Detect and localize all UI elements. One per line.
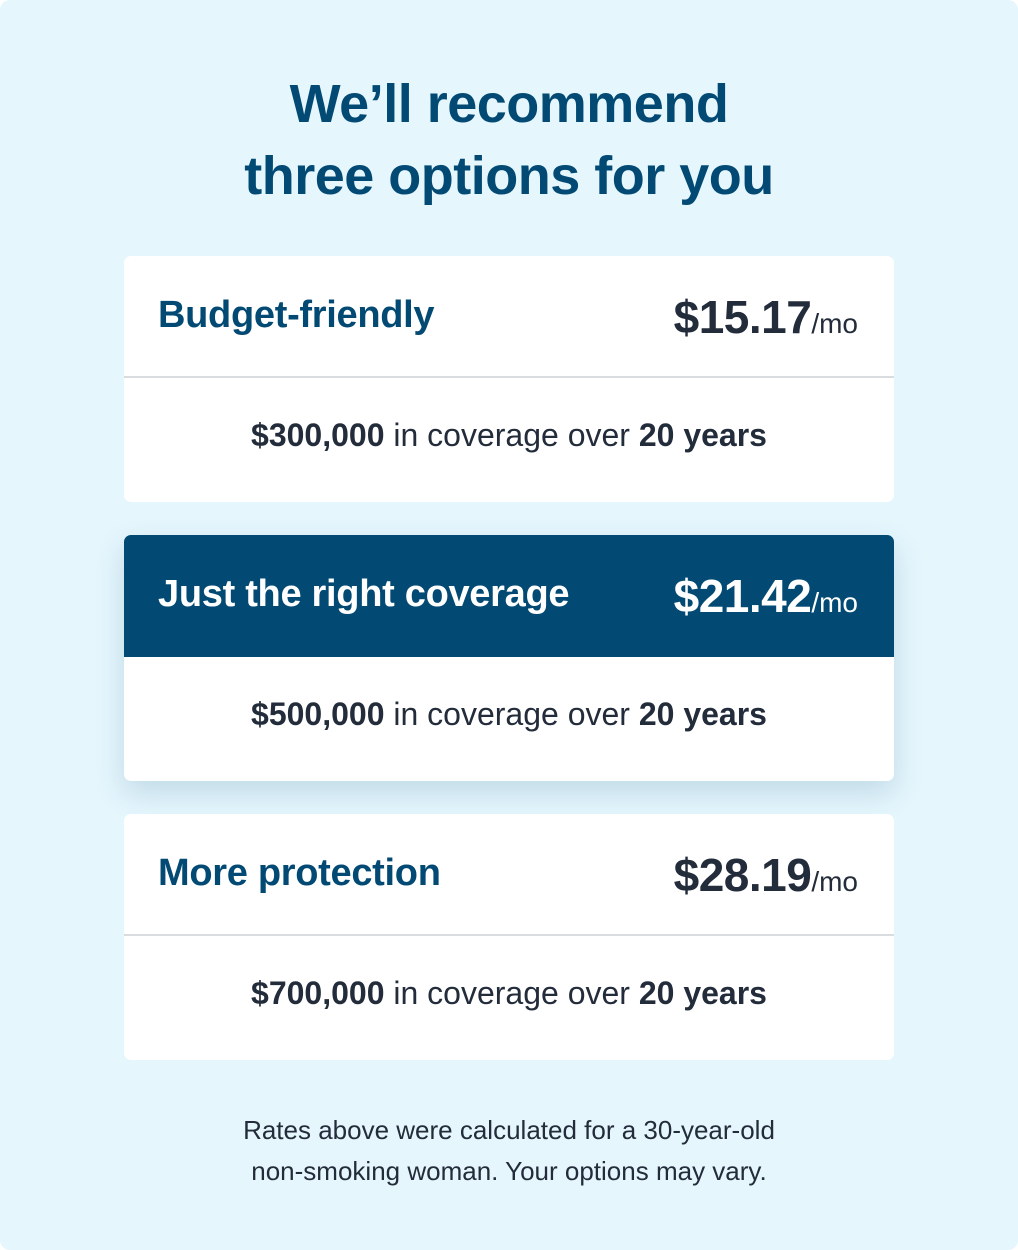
coverage-connector-text: in coverage over <box>393 696 630 732</box>
price-amount: $28.19 <box>673 849 812 901</box>
coverage-term: 20 years <box>638 696 767 732</box>
price-unit: /mo <box>811 866 858 897</box>
option-card-header: Just the right coverage $21.42/mo <box>124 535 894 657</box>
page-title-line-1: We’ll recommend <box>289 74 729 134</box>
coverage-connector-text: in coverage over <box>393 417 630 453</box>
option-card-header: More protection $28.19/mo <box>124 814 894 936</box>
option-card-more-protection[interactable]: More protection $28.19/mo $700,000 in co… <box>124 814 894 1060</box>
option-price: $15.17/mo <box>674 290 858 344</box>
rates-disclaimer-line-2: non-smoking woman. Your options may vary… <box>251 1156 767 1186</box>
option-coverage-summary: $500,000 in coverage over 20 years <box>124 657 894 781</box>
coverage-term: 20 years <box>638 975 767 1011</box>
option-name: More protection <box>158 852 441 894</box>
price-amount: $15.17 <box>673 291 812 343</box>
option-name: Just the right coverage <box>158 573 570 615</box>
coverage-amount: $300,000 <box>251 417 385 453</box>
option-card-just-right-coverage[interactable]: Just the right coverage $21.42/mo $500,0… <box>124 535 894 781</box>
coverage-amount: $500,000 <box>251 696 385 732</box>
option-card-header: Budget-friendly $15.17/mo <box>124 256 894 378</box>
page-title: We’ll recommend three options for you <box>0 68 1018 212</box>
option-coverage-summary: $700,000 in coverage over 20 years <box>124 936 894 1060</box>
price-unit: /mo <box>811 587 858 618</box>
rates-disclaimer-line-1: Rates above were calculated for a 30-yea… <box>243 1115 775 1145</box>
coverage-amount: $700,000 <box>251 975 385 1011</box>
page-title-line-2: three options for you <box>244 146 774 206</box>
coverage-connector-text: in coverage over <box>393 975 630 1011</box>
rates-disclaimer: Rates above were calculated for a 30-yea… <box>0 1110 1018 1192</box>
option-card-budget-friendly[interactable]: Budget-friendly $15.17/mo $300,000 in co… <box>124 256 894 502</box>
coverage-term: 20 years <box>638 417 767 453</box>
option-name: Budget-friendly <box>158 294 435 336</box>
option-price: $28.19/mo <box>674 848 858 902</box>
price-unit: /mo <box>811 308 858 339</box>
option-price: $21.42/mo <box>674 569 858 623</box>
price-amount: $21.42 <box>673 570 812 622</box>
option-coverage-summary: $300,000 in coverage over 20 years <box>124 378 894 502</box>
